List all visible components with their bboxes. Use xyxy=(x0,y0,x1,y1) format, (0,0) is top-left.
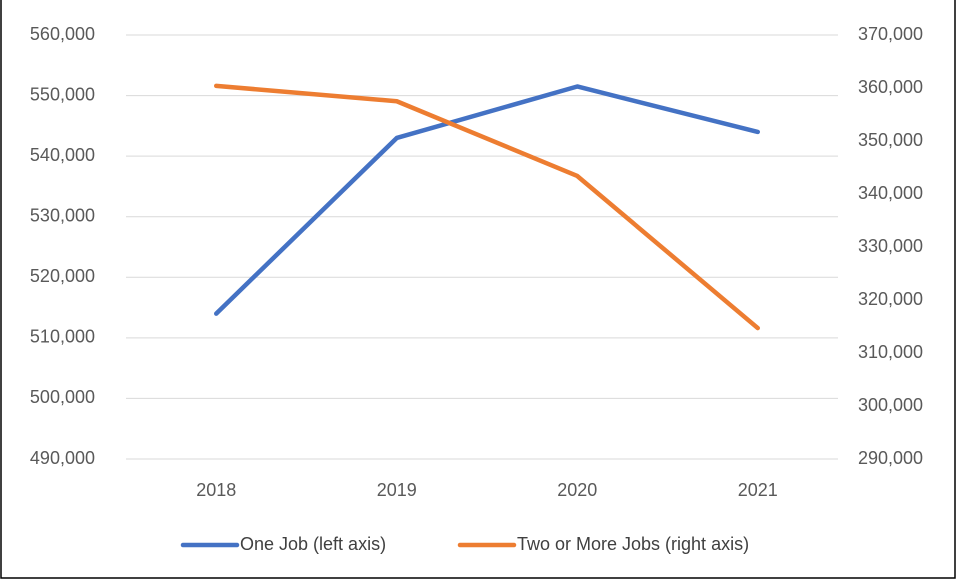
y-tick-label: 520,000 xyxy=(30,266,95,286)
y2-tick-label: 370,000 xyxy=(858,24,923,44)
x-tick-label: 2019 xyxy=(377,480,417,500)
series-line xyxy=(214,84,760,316)
x-tick-label: 2018 xyxy=(196,480,236,500)
y2-tick-label: 360,000 xyxy=(858,77,923,97)
y2-tick-label: 310,000 xyxy=(858,342,923,362)
y-tick-label: 530,000 xyxy=(30,205,95,225)
y-tick-label: 550,000 xyxy=(30,84,95,104)
y2-tick-label: 320,000 xyxy=(858,289,923,309)
y2-tick-label: 340,000 xyxy=(858,183,923,203)
y2-tick-label: 350,000 xyxy=(858,130,923,150)
y-tick-label: 500,000 xyxy=(30,387,95,407)
y-tick-label: 490,000 xyxy=(30,448,95,468)
x-tick-label: 2020 xyxy=(557,480,597,500)
x-tick-label: 2021 xyxy=(738,480,778,500)
y-tick-label: 560,000 xyxy=(30,24,95,44)
series-line xyxy=(214,83,760,331)
y2-tick-label: 300,000 xyxy=(858,395,923,415)
y2-tick-label: 330,000 xyxy=(858,236,923,256)
y2-tick-label: 290,000 xyxy=(858,448,923,468)
y-tick-label: 540,000 xyxy=(30,145,95,165)
legend-text: Two or More Jobs (right axis) xyxy=(517,534,749,554)
legend-text: One Job (left axis) xyxy=(240,534,386,554)
y-tick-label: 510,000 xyxy=(30,327,95,347)
